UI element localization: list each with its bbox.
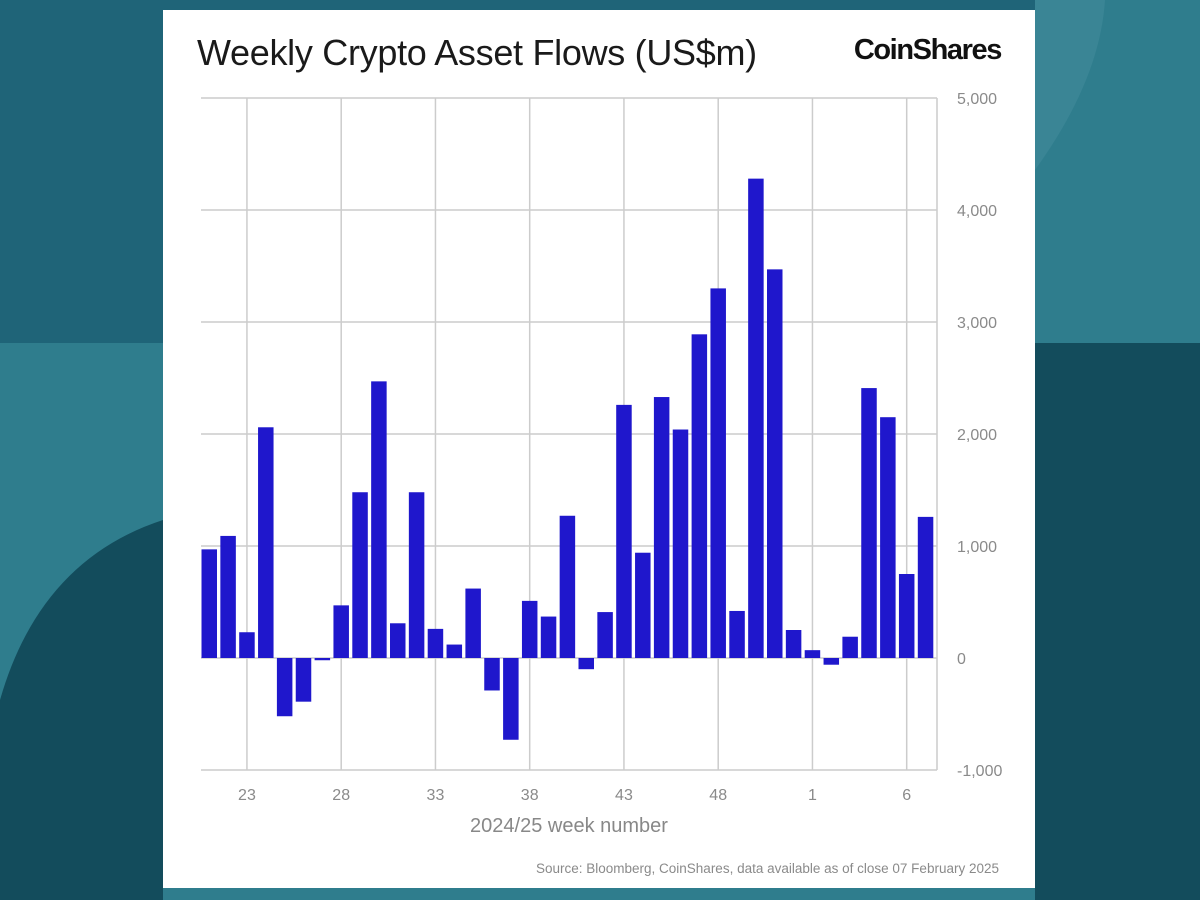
source-note: Source: Bloomberg, CoinShares, data avai… <box>535 861 999 876</box>
x-tick-label-1: 28 <box>332 787 350 804</box>
bar-36-week-5 <box>880 417 896 658</box>
y-tick-label-0: 5,000 <box>957 91 997 108</box>
x-tick-label-3: 38 <box>521 787 539 804</box>
bar-series <box>201 178 934 740</box>
y-tick-label-1: 4,000 <box>957 203 997 220</box>
bar-6-week-27 <box>314 658 331 661</box>
bar-19-week-40 <box>559 515 576 658</box>
bar-chart: 5,000 4,000 3,000 2,000 1,000 0 -1,000 23 28 33 3… <box>201 91 1002 804</box>
chart-card: Weekly Crypto Asset Flows (US$m) CoinSha… <box>163 10 1035 888</box>
bar-2-week-23 <box>239 632 255 658</box>
bar-1-week-22 <box>220 535 236 658</box>
bar-11-week-32 <box>408 492 425 658</box>
bar-7-week-28 <box>333 605 349 658</box>
bar-28-week-49 <box>729 610 745 658</box>
horizontal-gridlines <box>201 97 937 771</box>
bar-0-week-21 <box>201 549 217 658</box>
bar-15-week-36 <box>484 658 500 691</box>
bar-18-week-39 <box>540 616 557 658</box>
bar-13-week-34 <box>446 644 463 658</box>
bar-12-week-33 <box>427 628 444 658</box>
bar-21-week-42 <box>597 612 613 658</box>
bar-32-week-1 <box>804 650 821 658</box>
bar-17-week-38 <box>521 600 538 658</box>
coinshares-logo: CoinShares <box>853 34 1003 66</box>
y-tick-label-6: -1,000 <box>957 763 1002 780</box>
y-tick-label-4: 1,000 <box>957 539 997 556</box>
bar-24-week-45 <box>653 397 670 658</box>
x-axis-label: 2024/25 week number <box>470 815 668 837</box>
y-tick-label-2: 3,000 <box>957 315 997 332</box>
bar-4-week-25 <box>276 658 293 717</box>
bar-37-week-6 <box>898 574 915 658</box>
x-tick-label-6: 1 <box>808 787 817 804</box>
bar-25-week-46 <box>672 429 689 658</box>
bar-30-week-51 <box>767 269 783 658</box>
chart-title: Weekly Crypto Asset Flows (US$m) <box>197 32 757 73</box>
bar-14-week-35 <box>465 588 481 658</box>
x-tick-label-7: 6 <box>902 787 911 804</box>
x-tick-label-4: 43 <box>615 787 633 804</box>
bar-8-week-29 <box>352 492 368 658</box>
bar-3-week-24 <box>258 427 274 658</box>
x-tick-label-5: 48 <box>709 787 727 804</box>
bar-5-week-26 <box>295 658 312 702</box>
bar-35-week-4 <box>861 388 877 658</box>
bar-26-week-47 <box>691 334 708 658</box>
bar-23-week-44 <box>635 552 651 658</box>
x-tick-label-0: 23 <box>238 787 256 804</box>
bar-9-week-30 <box>371 381 387 658</box>
y-axis-tick-labels: 5,000 4,000 3,000 2,000 1,000 0 -1,000 <box>957 91 1002 780</box>
x-tick-label-2: 33 <box>427 787 445 804</box>
y-tick-label-5: 0 <box>957 651 966 668</box>
bar-29-week-50 <box>748 178 764 658</box>
x-axis-tick-labels: 23 28 33 38 43 48 1 6 <box>238 787 911 804</box>
bar-20-week-41 <box>578 658 594 670</box>
bar-10-week-31 <box>390 623 406 658</box>
bar-22-week-43 <box>616 404 632 658</box>
y-tick-label-3: 2,000 <box>957 427 997 444</box>
bar-34-week-3 <box>842 636 858 658</box>
bar-31-week-52 <box>785 630 802 658</box>
bar-38-week-38 <box>917 516 934 658</box>
bar-33-week-2 <box>823 658 840 665</box>
bar-16-week-37 <box>503 658 519 740</box>
bar-27-week-48 <box>710 288 726 658</box>
